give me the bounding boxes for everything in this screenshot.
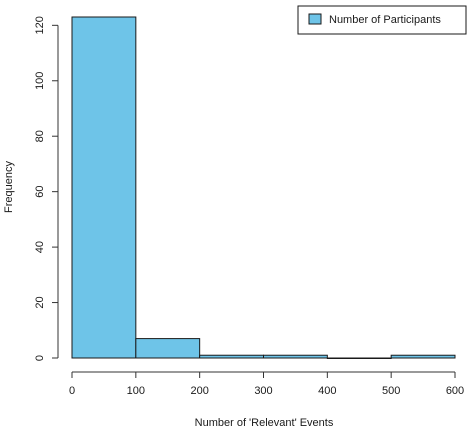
y-tick-label: 100 — [34, 72, 46, 90]
legend-label: Number of Participants — [329, 14, 441, 26]
legend-box — [297, 5, 467, 35]
bars-layer — [71, 16, 456, 359]
histogram-bar — [390, 354, 456, 359]
axis-layer: 0 20 40 60 80 100 120 0 100 200 300 400 500 600 — [34, 16, 464, 397]
y-tick-label: 60 — [34, 186, 46, 198]
histogram-bar — [71, 16, 137, 359]
y-axis-title: Frequency — [3, 161, 15, 213]
histogram-bar — [199, 354, 265, 359]
x-tick-label: 300 — [254, 385, 272, 397]
x-axis-title: Number of 'Relevant' Events — [195, 417, 334, 429]
histogram-bar — [326, 357, 392, 359]
x-tick-label: 400 — [318, 385, 336, 397]
y-tick-label: 80 — [34, 130, 46, 142]
histogram-bar — [135, 338, 201, 359]
x-tick-label: 100 — [127, 385, 145, 397]
y-tick-label: 120 — [34, 16, 46, 34]
x-tick-label: 600 — [446, 385, 464, 397]
y-tick-label: 20 — [34, 296, 46, 308]
x-tick-label: 0 — [69, 385, 75, 397]
legend: Number of Participants — [297, 5, 467, 35]
legend-swatch — [308, 13, 322, 25]
x-tick-label: 200 — [190, 385, 208, 397]
y-tick-label: 0 — [34, 355, 46, 361]
x-tick-label: 500 — [382, 385, 400, 397]
histogram-bar — [263, 354, 328, 359]
y-tick-label: 40 — [34, 241, 46, 253]
